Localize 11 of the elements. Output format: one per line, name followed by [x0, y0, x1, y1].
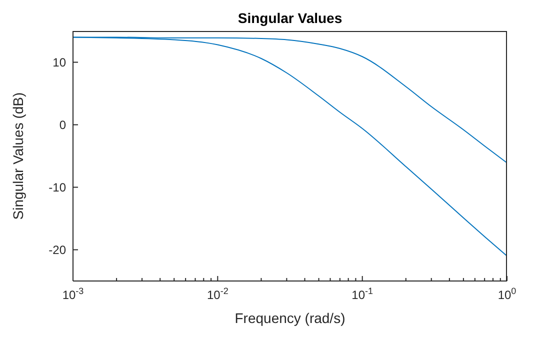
y-tick-label: -20: [48, 243, 66, 258]
x-tick-label: 10$^{-1}$: [352, 286, 374, 302]
x-tick-label: 10$^{-3}$: [62, 286, 84, 302]
x-tick-label: 10$^{-2}$: [206, 286, 228, 302]
y-tick-label: 0: [59, 118, 66, 132]
chart-title: Singular Values: [236, 10, 344, 26]
x-axis-title: Frequency (rad/s): [234, 310, 346, 326]
x-tick-label: 10$^{0}$: [498, 286, 516, 302]
y-tick-label: -10: [48, 180, 66, 195]
y-axis-title: Singular Values (dB): [10, 92, 26, 220]
y-tick-label: 10: [52, 56, 66, 70]
